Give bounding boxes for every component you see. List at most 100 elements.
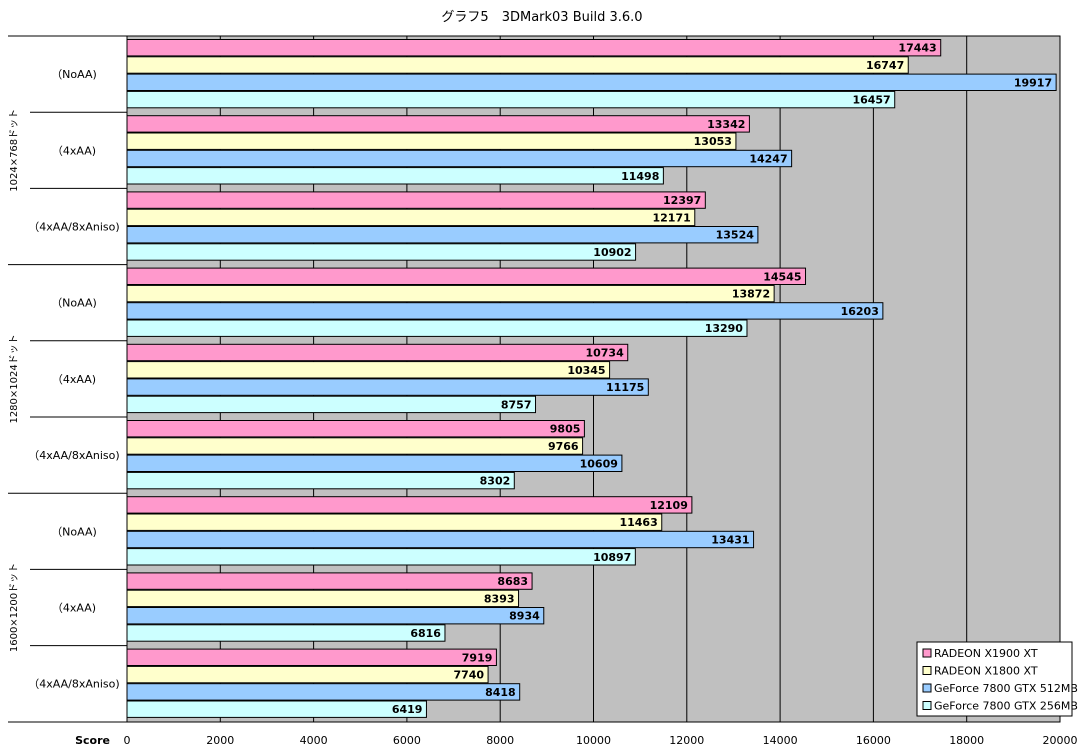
bar	[126, 548, 636, 566]
bar-value-label: 13290	[705, 322, 744, 335]
category-label: （4xAA/8xAniso)	[28, 221, 119, 234]
bar-value-label: 12109	[650, 499, 688, 512]
legend-label: GeForce 7800 GTX 512MB	[934, 682, 1078, 695]
x-tick-label: 16000	[856, 734, 891, 747]
bar	[126, 378, 649, 396]
category-label: （4xAA/8xAniso)	[28, 678, 119, 691]
legend-swatch	[922, 683, 932, 693]
bar	[126, 683, 521, 701]
x-tick-label: 14000	[763, 734, 798, 747]
bar	[126, 624, 446, 642]
x-tick-label: 4000	[300, 734, 328, 747]
bar	[126, 648, 497, 666]
bar-value-label: 10734	[585, 347, 624, 360]
bar-value-label: 11175	[606, 381, 644, 394]
bar-value-label: 16457	[852, 94, 890, 107]
plot-area: 0 2000 4000 6000 8000 10000 12000 14000 16000 180…	[8, 35, 1078, 747]
bar	[126, 513, 663, 531]
bar-value-label: 10902	[593, 246, 631, 259]
bar	[126, 191, 706, 209]
bar	[126, 665, 489, 684]
bar	[126, 361, 611, 379]
bar	[126, 471, 515, 490]
category-label: （NoAA)	[51, 525, 97, 538]
bar	[126, 149, 793, 168]
bar-value-label: 13342	[707, 118, 745, 131]
legend-swatch	[922, 648, 932, 658]
category-label: （NoAA)	[51, 68, 97, 81]
bar	[126, 73, 1057, 91]
legend-swatch	[922, 666, 932, 675]
bar-value-label: 13872	[732, 288, 770, 301]
bar	[126, 243, 637, 261]
bar-value-label: 8393	[484, 592, 515, 605]
bar-value-label: 12397	[663, 194, 701, 207]
x-axis-label: Score	[75, 734, 110, 747]
x-tick-label: 20000	[1043, 734, 1078, 747]
bar-value-label: 13053	[694, 135, 732, 148]
category-label: （4xAA/8xAniso)	[28, 449, 119, 462]
bar-value-label: 16203	[841, 305, 879, 318]
bar	[126, 454, 623, 473]
bar	[126, 530, 755, 549]
bar	[126, 343, 629, 362]
chart-title: グラフ5 3DMark03 Build 3.6.0	[441, 10, 642, 25]
bar	[126, 115, 750, 133]
x-tick-label: 2000	[206, 734, 234, 747]
bar-value-label: 6419	[392, 703, 423, 716]
group-label: 1024×768ドット	[9, 109, 20, 192]
legend-swatch	[922, 701, 932, 710]
bar-value-label: 8934	[509, 610, 540, 623]
x-tick-label: 6000	[393, 734, 421, 747]
group-label: 1600×1200ドット	[9, 563, 20, 652]
bar-value-label: 7740	[453, 669, 484, 682]
bar-value-label: 9805	[550, 423, 581, 436]
bar	[126, 420, 585, 438]
bar	[126, 132, 737, 150]
bar-value-label: 19917	[1014, 76, 1052, 89]
bar	[126, 39, 942, 57]
bar	[126, 267, 807, 286]
group-label: 1280×1024ドット	[9, 334, 20, 423]
bar-value-label: 17443	[898, 42, 936, 55]
bar-value-label: 13431	[711, 534, 749, 547]
category-label: （4xAA)	[52, 144, 96, 157]
bar	[126, 90, 896, 109]
bar-value-label: 8683	[497, 575, 528, 588]
legend-label: RADEON X1800 XT	[934, 665, 1038, 678]
bar-value-label: 10345	[567, 364, 605, 377]
category-label: （4xAA)	[52, 373, 96, 386]
bar-value-label: 6816	[410, 627, 441, 640]
bar-value-label: 7919	[462, 651, 493, 664]
bar	[126, 319, 748, 337]
category-label: （4xAA)	[52, 602, 96, 615]
bar	[126, 572, 533, 590]
x-tick-label: 8000	[486, 734, 514, 747]
bar-value-label: 8418	[485, 686, 516, 699]
x-tick-label: 18000	[949, 734, 984, 747]
bar-value-label: 16747	[866, 59, 904, 72]
bar-value-label: 10897	[593, 551, 631, 564]
legend-label: GeForce 7800 GTX 256MB	[934, 700, 1078, 713]
legend	[916, 641, 1073, 717]
x-tick-label: 12000	[669, 734, 704, 747]
legend-label: RADEON X1900 XT	[934, 647, 1038, 660]
bar	[126, 496, 693, 514]
bar-value-label: 8757	[501, 398, 532, 411]
x-tick-label: 10000	[576, 734, 611, 747]
bar-value-label: 13524	[716, 229, 755, 242]
bar	[126, 700, 427, 718]
category-label: （NoAA)	[51, 297, 97, 310]
bar-value-label: 11498	[621, 170, 659, 183]
bar	[126, 167, 664, 185]
bar-value-label: 8302	[480, 475, 511, 488]
bar-value-label: 14545	[763, 270, 801, 283]
bar	[126, 302, 884, 320]
bar	[126, 226, 759, 244]
bar	[126, 589, 520, 608]
bar	[126, 284, 775, 303]
bar-value-label: 11463	[619, 516, 657, 529]
bar	[126, 208, 696, 227]
bar	[126, 56, 909, 74]
